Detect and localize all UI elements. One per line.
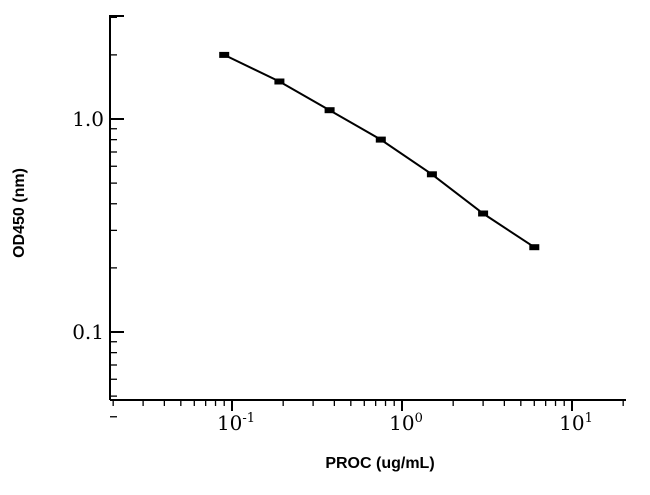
y-tick-label: 0.1 — [72, 320, 104, 344]
data-point-marker — [375, 136, 386, 143]
x-axis-label: PROC (ug/mL) — [325, 455, 434, 472]
y-axis-label: OD450 (nm) — [11, 168, 28, 258]
x-tick-label-base: 10 — [559, 411, 584, 435]
axes — [109, 15, 626, 401]
series-line — [223, 53, 535, 249]
x-tick-label-exponent: 0 — [415, 411, 423, 426]
data-point-marker — [274, 78, 285, 85]
x-tick-label: 101 — [559, 411, 593, 435]
data-point-marker — [426, 171, 437, 178]
x-tick-label-exponent: -1 — [242, 411, 255, 426]
x-tick-label: 10-1 — [217, 411, 255, 435]
x-tick-label-base: 10 — [217, 411, 242, 435]
x-tick-label: 100 — [389, 411, 423, 435]
x-tick-label-exponent: 1 — [585, 411, 593, 426]
y-tick-label: 1.0 — [72, 107, 104, 131]
x-tick-label-base: 10 — [389, 411, 414, 435]
ticks — [110, 15, 624, 418]
data-point-marker — [219, 51, 230, 58]
data-point-marker — [324, 107, 335, 114]
data-point-marker — [529, 244, 540, 251]
data-point-marker — [478, 210, 489, 217]
series — [219, 51, 540, 251]
tick-labels: 0.11.010-1 100 101 — [72, 107, 593, 435]
